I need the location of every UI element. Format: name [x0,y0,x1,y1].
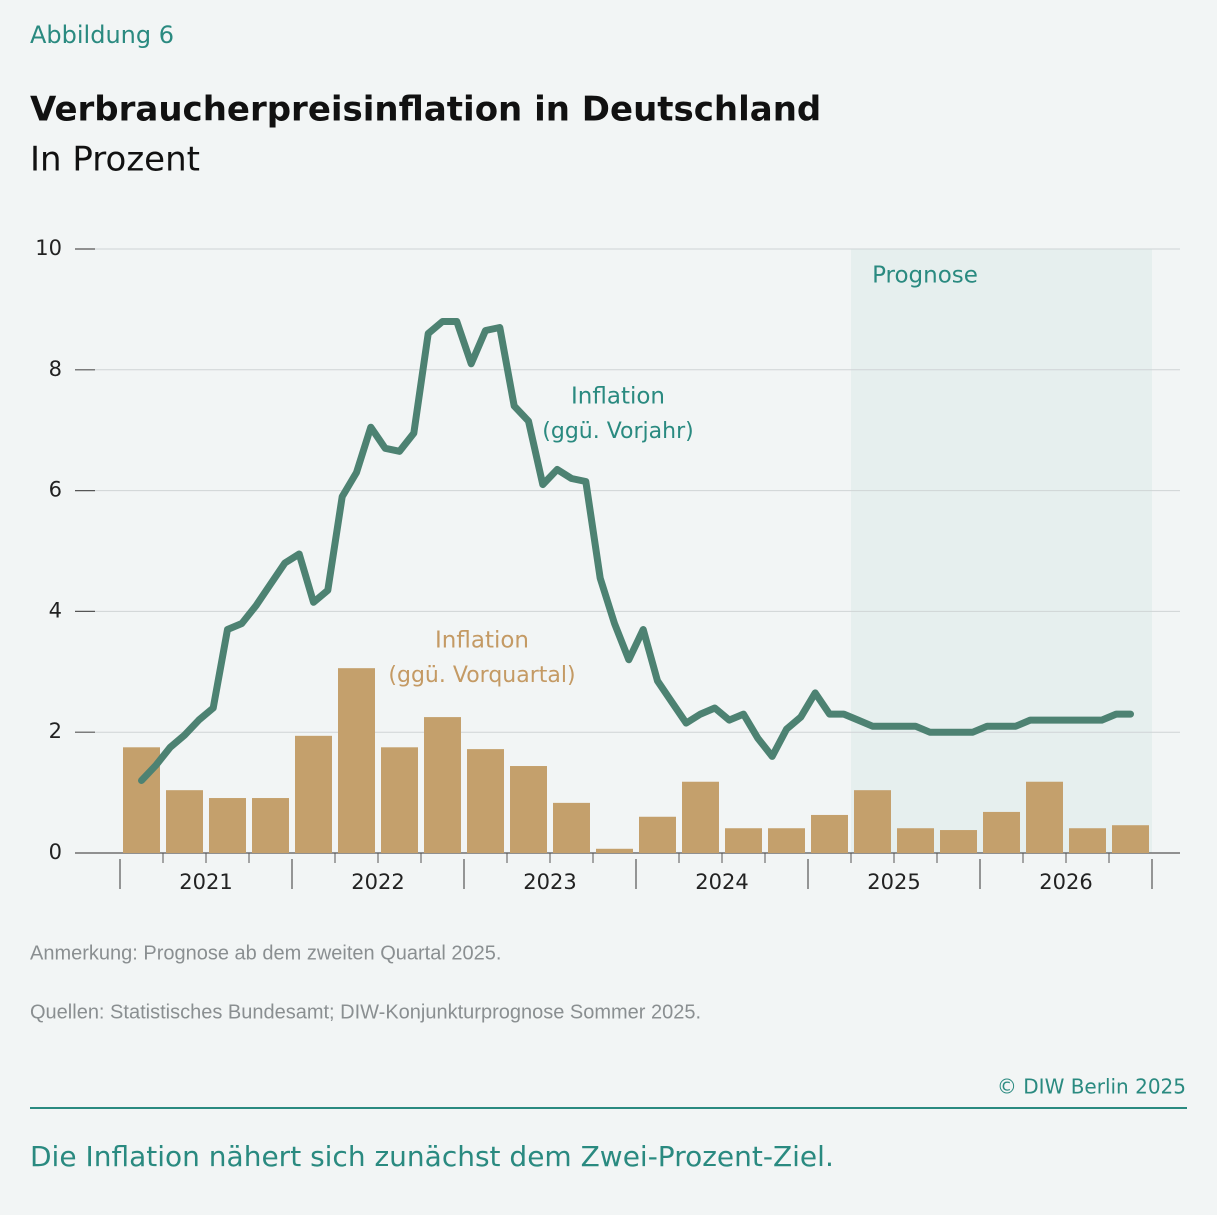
bar [940,830,977,853]
y-tick-label: 6 [49,478,62,502]
bar [983,811,1020,853]
figure-label: Abbildung 6 [30,21,174,49]
bar [682,781,719,853]
bar [768,828,805,853]
y-tick-label: 8 [49,357,62,381]
y-tick-label: 2 [49,719,62,743]
bar [553,802,590,853]
forecast-label: Prognose [872,263,978,289]
x-tick-label: 2022 [351,870,404,894]
x-tick-label: 2026 [1039,870,1092,894]
y-tick-label: 10 [35,236,62,260]
bar [424,717,461,853]
bar [596,848,633,853]
forecast-area [851,249,1152,853]
bar [166,790,203,853]
bar [510,766,547,853]
bar [209,798,246,853]
copyright: © DIW Berlin 2025 [997,1075,1186,1099]
bar [897,828,934,853]
bar [338,668,375,853]
bar [295,735,332,853]
source: Quellen: Statistisches Bundesamt; DIW-Ko… [30,1001,701,1023]
x-tick-label: 2021 [179,870,232,894]
plot: 0 2 4 6 8 10 2021 2022 2023 2024 2025 2026 [35,236,1180,894]
bar [639,816,676,853]
x-tick-label: 2023 [523,870,576,894]
x-tick-label: 2025 [867,870,920,894]
bar [467,749,504,853]
series-label: Inflation [571,384,665,410]
y-tick-label: 4 [49,598,62,622]
bar [1112,825,1149,853]
x-tick-label: 2024 [695,870,748,894]
chart-subtitle: In Prozent [30,140,200,180]
y-tick-label: 0 [49,840,62,864]
bar [1069,828,1106,853]
series-label-note: (ggü. Vorjahr) [542,419,693,444]
bar [1026,781,1063,853]
bar [811,814,848,853]
line [138,318,1134,784]
bar [252,798,289,853]
caption: Die Inflation nähert sich zunächst dem Z… [30,1140,834,1173]
series-label: Inflation [435,628,529,654]
bar [854,790,891,853]
note: Anmerkung: Prognose ab dem zweiten Quart… [30,942,501,964]
series-label-note: (ggü. Vorquartal) [388,663,575,688]
bar [381,747,418,853]
bar [725,828,762,853]
chart-title: Verbraucherpreisinflation in Deutschland [30,90,821,130]
